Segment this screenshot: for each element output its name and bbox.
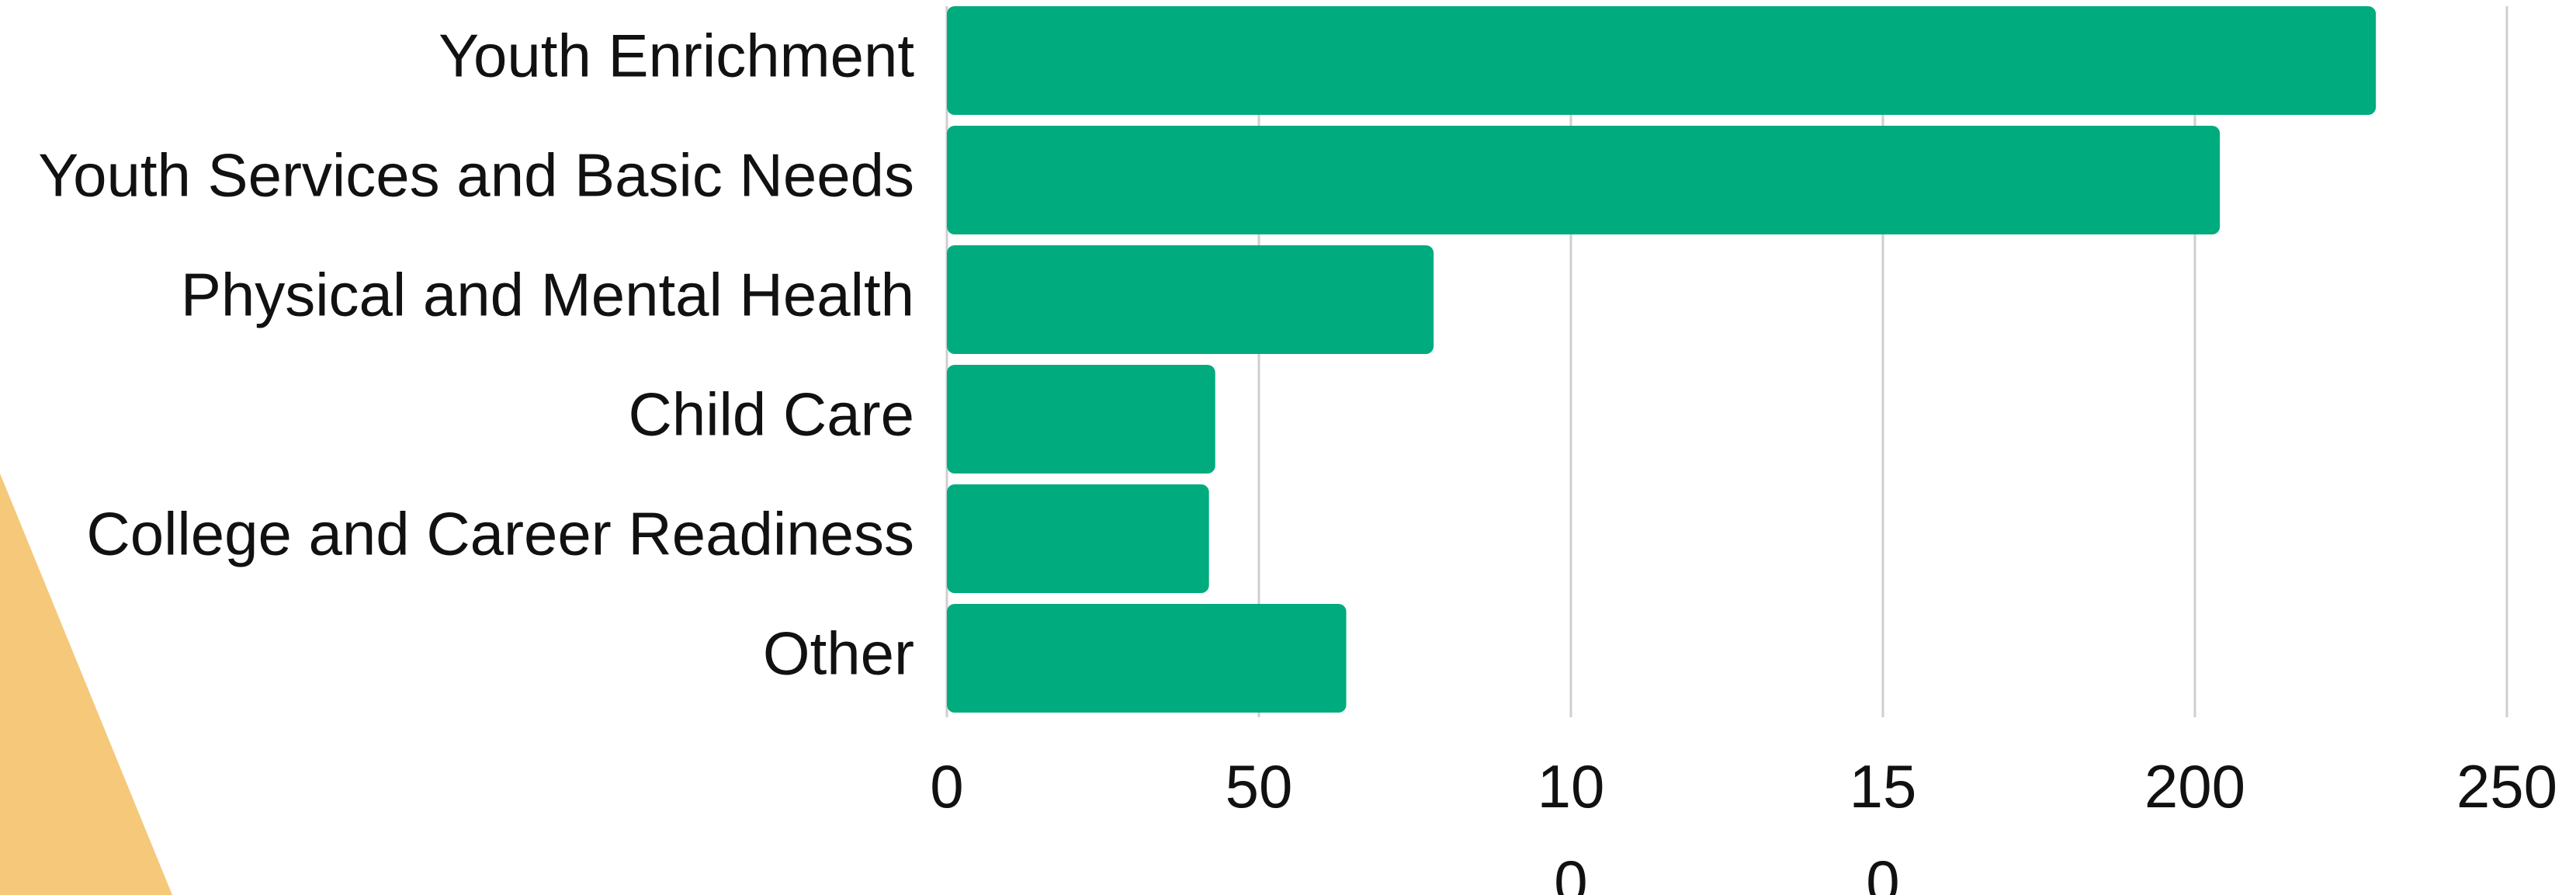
category-label: Child Care [629, 380, 914, 449]
bar [947, 6, 2377, 115]
decorative-triangle [0, 474, 172, 895]
category-label: College and Career Readiness [86, 500, 914, 568]
x-tick-label: 200 [2144, 752, 2245, 820]
category-label: Physical and Mental Health [181, 261, 914, 329]
bars [947, 6, 2377, 713]
bar [947, 245, 1434, 354]
gridlines [945, 6, 2508, 717]
x-tick-label: 15 0 [1850, 752, 1917, 895]
category-label: Youth Enrichment [439, 22, 914, 90]
bar [947, 604, 1347, 713]
category-label: Youth Services and Basic Needs [38, 141, 914, 210]
bar [947, 484, 1209, 593]
x-tick-label: 0 [930, 752, 963, 820]
bar [947, 126, 2221, 234]
x-tick-label: 50 [1226, 752, 1293, 820]
x-axis-tick-labels: 0 50 10 0 15 0 200 250 [930, 752, 2557, 895]
bar [947, 365, 1215, 474]
x-tick-label: 10 0 [1538, 752, 1605, 895]
category-label: Other [763, 619, 914, 688]
category-labels: Youth Enrichment Youth Services and Basic… [38, 22, 914, 688]
x-tick-label: 250 [2456, 752, 2557, 820]
